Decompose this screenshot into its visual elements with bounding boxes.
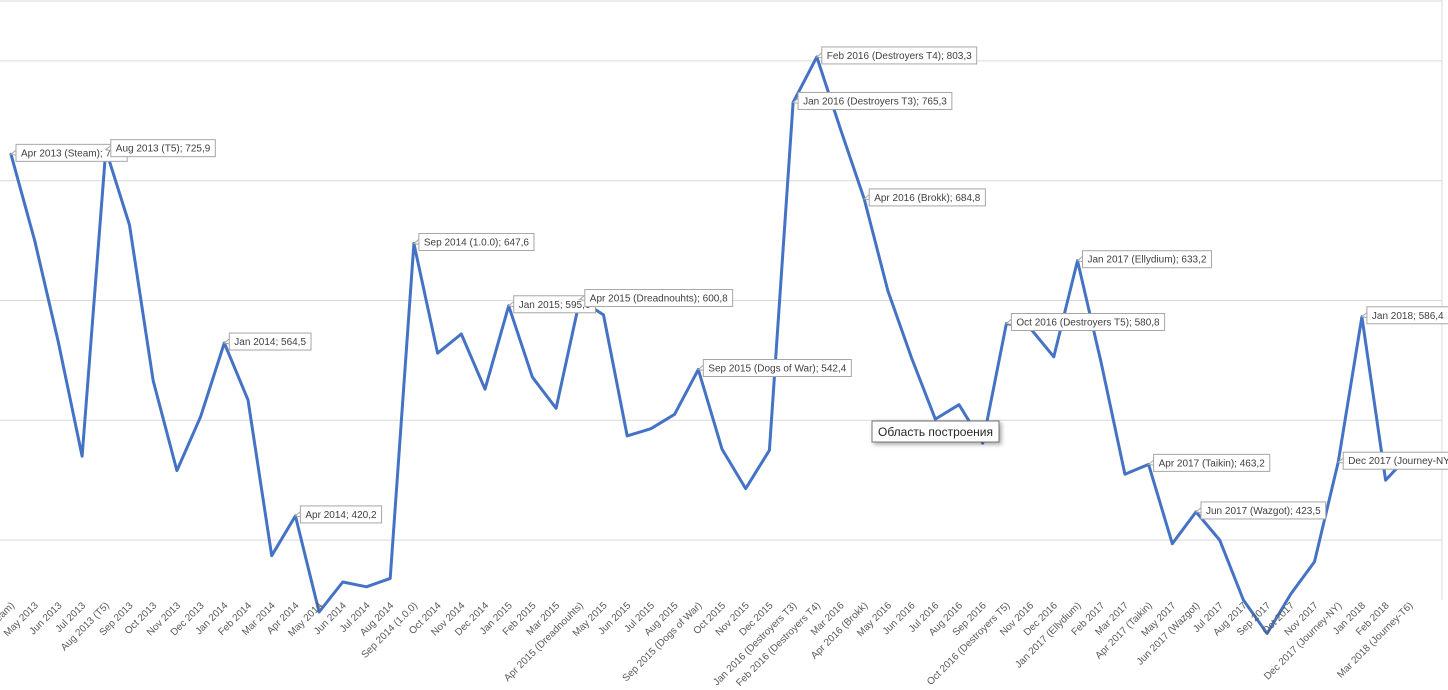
data-label: Feb 2016 (Destroyers T4); 803,3 xyxy=(815,46,978,65)
data-label-box xyxy=(228,332,312,351)
data-label-text: Apr 2017 (Taikin); 463,2 xyxy=(1159,458,1266,469)
data-label-box xyxy=(821,46,978,65)
data-label-text: Jan 2018; 586,4 xyxy=(1372,311,1444,322)
data-label: Jan 2016 (Destroyers T3); 765,3 xyxy=(791,91,953,110)
gridlines xyxy=(0,0,1442,541)
data-label: Sep 2014 (1.0.0); 647,6 xyxy=(412,232,535,251)
data-label-box xyxy=(1010,313,1166,332)
data-label-box xyxy=(584,289,734,308)
data-label-text: Jan 2017 (Ellydium); 633,2 xyxy=(1088,255,1207,266)
data-label-box xyxy=(1082,250,1212,269)
data-label-text: Jun 2017 (Wazgot); 423,5 xyxy=(1206,506,1321,517)
data-label-text: Jan 2014; 564,5 xyxy=(234,337,306,348)
data-label-box xyxy=(702,359,852,378)
data-label-box xyxy=(1153,453,1271,472)
data-label-box xyxy=(299,505,383,524)
data-label-box xyxy=(1200,501,1327,520)
data-label: Aug 2013 (T5); 725,9 xyxy=(104,139,216,158)
data-label: Jan 2015; 595,6 xyxy=(507,295,596,314)
data-label-text: Apr 2013 (Steam); 722 xyxy=(21,148,123,159)
data-label-text: Feb 2016 (Destroyers T4); 803,3 xyxy=(827,51,972,62)
data-label: Jan 2018; 586,4 xyxy=(1360,306,1448,325)
plot-area-tooltip: Область построения xyxy=(871,420,1000,443)
data-label: Apr 2014; 420,2 xyxy=(294,505,383,524)
tooltip-text: Область построения xyxy=(878,425,993,439)
data-label: Oct 2016 (Destroyers T5); 580,8 xyxy=(1005,313,1166,332)
data-label: Apr 2016 (Brokk); 684,8 xyxy=(863,188,986,207)
data-label-box xyxy=(110,139,216,158)
data-label-text: Aug 2013 (T5); 725,9 xyxy=(116,144,211,155)
data-label-text: Apr 2016 (Brokk); 684,8 xyxy=(874,193,981,204)
data-label: Jan 2017 (Ellydium); 633,2 xyxy=(1076,250,1212,269)
data-label: Apr 2017 (Taikin); 463,2 xyxy=(1147,453,1271,472)
data-label: Apr 2013 (Steam); 722 xyxy=(9,143,128,162)
data-label: Jan 2014; 564,5 xyxy=(223,332,312,351)
data-label-text: Jan 2016 (Destroyers T3); 765,3 xyxy=(803,96,947,107)
data-label: Jun 2017 (Wazgot); 423,5 xyxy=(1194,501,1327,520)
data-label-box xyxy=(797,91,953,110)
data-label-box xyxy=(868,188,986,207)
data-label-text: Jan 2015; 595,6 xyxy=(519,300,591,311)
series-line xyxy=(9,55,1411,635)
data-label: Sep 2015 (Dogs of War); 542,4 xyxy=(697,359,852,378)
data-label-text: Sep 2014 (1.0.0); 647,6 xyxy=(424,237,530,248)
data-label-box xyxy=(418,232,535,251)
tooltip-box xyxy=(871,420,1000,443)
data-label-text: Apr 2014; 420,2 xyxy=(305,510,377,521)
data-label-text: Sep 2015 (Dogs of War); 542,4 xyxy=(708,364,846,375)
data-label: Apr 2015 (Dreadnouhts); 600,8 xyxy=(578,289,734,308)
data-label-text: Dec 2017 (Journey-NY); 471,2 xyxy=(1348,456,1448,467)
data-label-box xyxy=(1366,306,1448,325)
series-layer xyxy=(9,55,1411,635)
data-label: Dec 2017 (Journey-NY); 471,2 xyxy=(1337,451,1448,470)
data-label-text: Oct 2016 (Destroyers T5); 580,8 xyxy=(1016,318,1160,329)
data-label-box xyxy=(1342,451,1448,470)
data-label-text: Apr 2015 (Dreadnouhts); 600,8 xyxy=(590,294,728,305)
